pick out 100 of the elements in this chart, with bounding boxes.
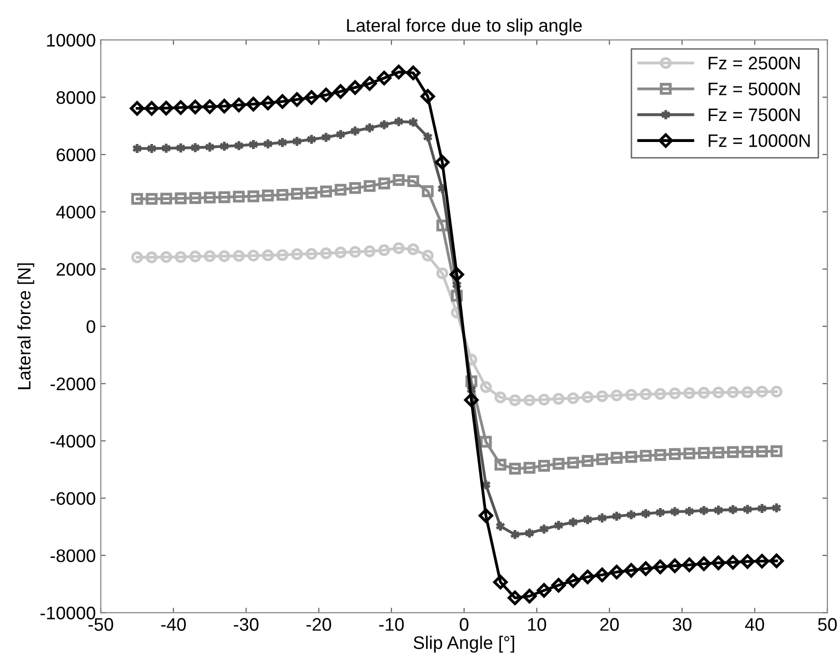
x-tick-label: 20 <box>600 618 619 631</box>
point <box>204 192 216 204</box>
point <box>611 510 622 522</box>
point <box>508 590 522 606</box>
point <box>640 508 652 520</box>
point <box>262 190 274 202</box>
point <box>406 66 421 80</box>
point <box>146 193 158 205</box>
point <box>204 141 216 153</box>
x-tick-label: -20 <box>306 618 332 631</box>
point <box>668 558 682 574</box>
point <box>509 394 521 406</box>
point <box>668 448 681 460</box>
point <box>335 128 346 140</box>
point <box>378 118 390 131</box>
y-tick-label: 6000 <box>56 148 96 162</box>
point <box>654 449 666 461</box>
x-tick-label: -40 <box>161 618 186 631</box>
point <box>582 514 593 526</box>
point <box>553 519 564 532</box>
y-tick-label: 0 <box>86 320 96 334</box>
point <box>696 556 712 572</box>
point <box>376 70 392 86</box>
point <box>262 249 274 262</box>
x-tick-label: 40 <box>745 618 764 631</box>
point <box>596 512 608 524</box>
point <box>640 450 652 462</box>
point <box>320 247 332 260</box>
point <box>771 502 782 514</box>
point <box>262 138 274 150</box>
point <box>160 192 172 205</box>
point <box>524 527 535 540</box>
point <box>247 250 260 262</box>
point <box>217 98 232 114</box>
point <box>698 447 710 459</box>
point <box>131 193 144 205</box>
point <box>713 504 724 516</box>
point <box>234 140 244 152</box>
point <box>610 389 623 402</box>
y-tick-label: 8000 <box>56 91 96 104</box>
point <box>232 190 245 203</box>
point <box>742 503 753 516</box>
point <box>130 101 144 116</box>
point <box>160 142 172 154</box>
point <box>727 446 739 458</box>
y-tick-label: -8000 <box>50 549 96 562</box>
x-tick-label: -30 <box>234 618 258 631</box>
y-tick-label: 4000 <box>56 206 96 219</box>
point <box>567 392 579 404</box>
x-tick-label: 0 <box>460 618 468 631</box>
y-tick-label: 10000 <box>47 34 96 47</box>
point <box>189 192 202 204</box>
point <box>420 89 436 104</box>
point <box>538 523 550 535</box>
point <box>698 386 710 399</box>
chart-title: Lateral force due to slip angle <box>347 18 582 36</box>
point <box>624 563 638 578</box>
point <box>248 138 259 150</box>
point <box>653 560 668 574</box>
point <box>173 100 188 115</box>
point <box>494 458 506 471</box>
point <box>306 133 317 146</box>
point <box>276 249 288 261</box>
point <box>306 248 318 260</box>
point <box>552 392 564 405</box>
point <box>551 578 566 593</box>
point <box>640 388 652 400</box>
point <box>407 243 420 256</box>
point <box>524 462 536 474</box>
point <box>480 381 492 393</box>
point <box>204 250 216 262</box>
point <box>625 388 638 401</box>
point <box>493 574 508 590</box>
point <box>246 96 261 112</box>
point <box>393 116 404 128</box>
point <box>232 250 245 262</box>
point <box>683 448 696 460</box>
point <box>769 554 784 568</box>
point <box>291 188 303 200</box>
point <box>277 136 288 148</box>
point <box>494 391 506 404</box>
point <box>333 84 348 99</box>
x-tick-label: -10 <box>379 618 404 631</box>
point <box>756 386 768 398</box>
point <box>290 92 304 107</box>
point <box>596 453 608 466</box>
point <box>536 583 552 598</box>
point <box>247 190 260 202</box>
x-tick-label: 10 <box>528 618 546 631</box>
point <box>408 116 419 128</box>
point <box>654 506 666 518</box>
point <box>727 386 739 398</box>
point <box>160 251 172 263</box>
point <box>626 508 637 521</box>
point <box>364 180 376 192</box>
point <box>232 98 246 112</box>
point <box>566 573 580 588</box>
point <box>582 391 594 403</box>
point <box>756 446 768 458</box>
point <box>625 451 638 463</box>
